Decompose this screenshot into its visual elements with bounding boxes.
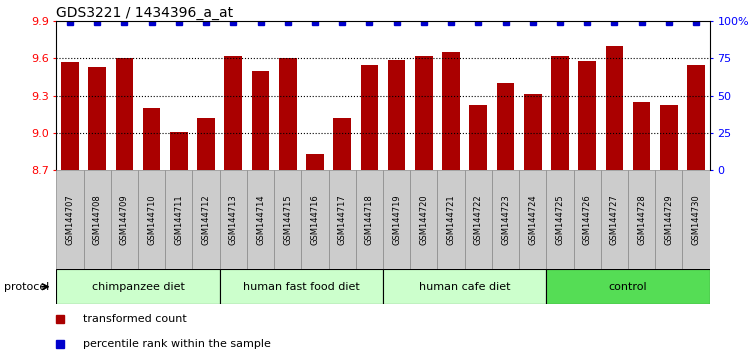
Text: GSM144724: GSM144724 xyxy=(528,194,537,245)
Bar xyxy=(165,170,192,269)
Bar xyxy=(469,105,487,170)
Bar xyxy=(56,170,83,269)
Bar xyxy=(219,170,247,269)
Bar xyxy=(356,170,383,269)
Bar xyxy=(547,269,710,304)
Bar xyxy=(633,102,650,170)
Bar xyxy=(138,170,165,269)
Bar xyxy=(605,46,623,170)
Bar xyxy=(601,170,628,269)
Bar xyxy=(225,56,242,170)
Bar xyxy=(551,56,569,170)
Text: GSM144720: GSM144720 xyxy=(419,194,428,245)
Text: GSM144725: GSM144725 xyxy=(556,194,565,245)
Text: GSM144726: GSM144726 xyxy=(583,194,592,245)
Text: GSM144722: GSM144722 xyxy=(474,194,483,245)
Bar xyxy=(279,58,297,170)
Bar xyxy=(306,154,324,170)
Text: GSM144721: GSM144721 xyxy=(447,194,456,245)
Bar xyxy=(524,94,541,170)
Text: GSM144727: GSM144727 xyxy=(610,194,619,245)
Text: GSM144729: GSM144729 xyxy=(665,194,674,245)
Text: GSM144730: GSM144730 xyxy=(692,194,701,245)
Text: GSM144712: GSM144712 xyxy=(201,194,210,245)
Bar xyxy=(143,108,161,170)
Bar xyxy=(252,71,270,170)
Bar xyxy=(578,61,596,170)
Text: control: control xyxy=(609,282,647,292)
Bar xyxy=(628,170,655,269)
Text: protocol: protocol xyxy=(4,282,49,292)
Text: GSM144710: GSM144710 xyxy=(147,194,156,245)
Text: chimpanzee diet: chimpanzee diet xyxy=(92,282,185,292)
Bar xyxy=(247,170,274,269)
Bar xyxy=(301,170,328,269)
Bar xyxy=(388,59,406,170)
Text: GSM144717: GSM144717 xyxy=(338,194,347,245)
Text: GSM144719: GSM144719 xyxy=(392,194,401,245)
Bar xyxy=(655,170,683,269)
Bar xyxy=(360,64,379,170)
Bar xyxy=(465,170,492,269)
Bar xyxy=(415,56,433,170)
Bar xyxy=(61,62,79,170)
Bar xyxy=(83,170,111,269)
Bar xyxy=(192,170,219,269)
Text: GSM144707: GSM144707 xyxy=(65,194,74,245)
Bar xyxy=(547,170,574,269)
Text: human cafe diet: human cafe diet xyxy=(419,282,511,292)
Bar xyxy=(328,170,356,269)
Bar xyxy=(383,170,410,269)
Bar xyxy=(333,118,351,170)
Bar xyxy=(89,67,106,170)
Bar xyxy=(274,170,301,269)
Bar xyxy=(111,170,138,269)
Bar xyxy=(519,170,546,269)
Bar xyxy=(574,170,601,269)
Bar xyxy=(170,131,188,170)
Text: GSM144709: GSM144709 xyxy=(120,194,129,245)
Text: GSM144718: GSM144718 xyxy=(365,194,374,245)
Text: GSM144711: GSM144711 xyxy=(174,194,183,245)
Text: GDS3221 / 1434396_a_at: GDS3221 / 1434396_a_at xyxy=(56,6,234,20)
Bar xyxy=(687,64,705,170)
Text: GSM144723: GSM144723 xyxy=(501,194,510,245)
Text: GSM144708: GSM144708 xyxy=(92,194,101,245)
Text: human fast food diet: human fast food diet xyxy=(243,282,360,292)
Text: GSM144716: GSM144716 xyxy=(310,194,319,245)
Text: GSM144714: GSM144714 xyxy=(256,194,265,245)
Text: percentile rank within the sample: percentile rank within the sample xyxy=(83,339,270,349)
Bar xyxy=(683,170,710,269)
Bar xyxy=(198,118,215,170)
Bar xyxy=(219,269,383,304)
Bar xyxy=(496,83,514,170)
Text: transformed count: transformed count xyxy=(83,314,186,324)
Bar xyxy=(116,58,133,170)
Text: GSM144715: GSM144715 xyxy=(283,194,292,245)
Text: GSM144713: GSM144713 xyxy=(229,194,238,245)
Bar xyxy=(442,52,460,170)
Text: GSM144728: GSM144728 xyxy=(637,194,646,245)
Bar xyxy=(383,269,547,304)
Bar xyxy=(660,105,677,170)
Bar xyxy=(437,170,465,269)
Bar xyxy=(492,170,519,269)
Bar xyxy=(410,170,437,269)
Bar xyxy=(56,269,219,304)
